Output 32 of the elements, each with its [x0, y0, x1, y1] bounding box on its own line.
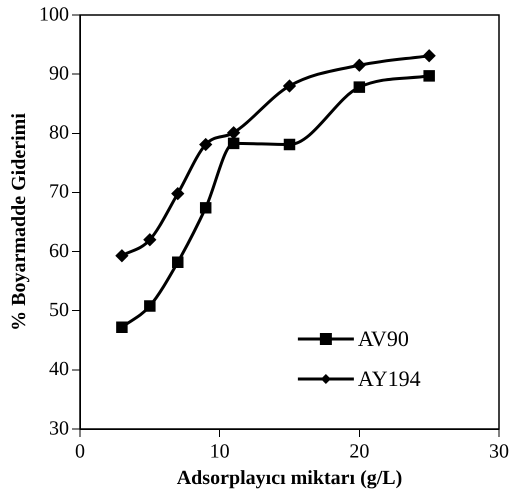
point [354, 81, 366, 93]
y-tick-label: 70 [49, 180, 69, 203]
legend-label: AV90 [358, 326, 409, 351]
point [144, 234, 156, 246]
point [200, 138, 212, 151]
point [284, 138, 296, 150]
y-tick-label: 40 [49, 358, 69, 380]
x-tick-label: 0 [75, 440, 85, 462]
x-tick-label: 20 [349, 440, 370, 462]
y-tick-label: 100 [39, 3, 69, 26]
point [423, 70, 435, 82]
x-tick-label: 30 [489, 440, 509, 462]
y-tick-label: 50 [49, 298, 69, 321]
point [200, 202, 212, 214]
point [228, 126, 240, 139]
point [116, 250, 128, 262]
point [172, 188, 184, 200]
point [353, 59, 366, 72]
point [144, 300, 156, 312]
x-axis-title: Adsorplayıcı miktarı (g/L) [176, 467, 402, 490]
point [228, 138, 240, 150]
legend-label: AY194 [358, 366, 421, 391]
x-tick-label: 10 [210, 440, 230, 462]
y-tick-label: 80 [49, 122, 69, 144]
y-tick-label: 60 [49, 240, 69, 262]
y-tick-label: 90 [49, 62, 69, 84]
point [172, 256, 184, 268]
point [116, 322, 128, 334]
point [423, 50, 436, 62]
point [284, 80, 296, 92]
y-axis-title: % Boyarmadde Giderimi [8, 112, 30, 331]
y-tick-label: 30 [49, 417, 69, 440]
